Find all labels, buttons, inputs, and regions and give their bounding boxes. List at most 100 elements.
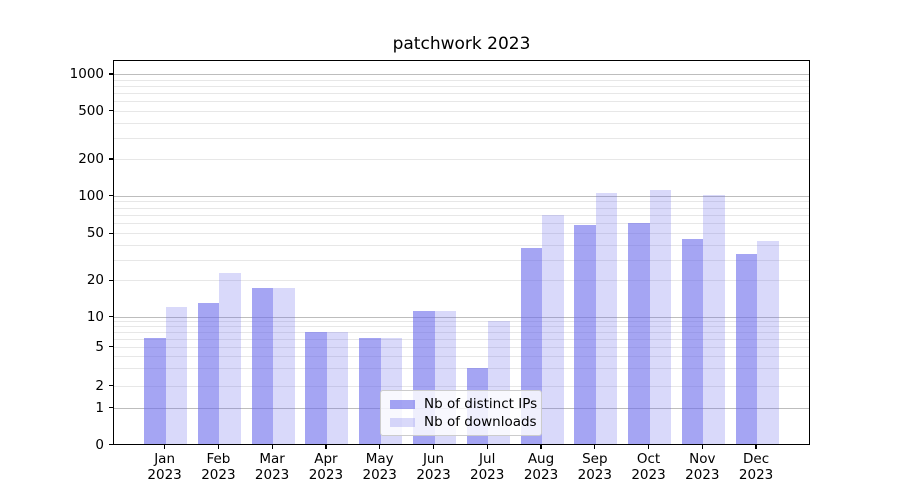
bar-distinct-ips: [681, 239, 704, 444]
gridline: [114, 368, 809, 370]
bar-downloads: [326, 331, 349, 444]
bar-downloads: [757, 240, 779, 444]
x-tick-label: Oct 2023: [631, 451, 666, 483]
y-tick-mark: [109, 346, 113, 348]
gridline: [114, 280, 809, 282]
gridline: [114, 159, 809, 160]
gridline: [114, 74, 809, 75]
x-tick-mark: [486, 444, 488, 449]
x-tick-mark: [432, 444, 435, 449]
legend-item-downloads: Nb of downloads: [390, 414, 537, 432]
bar-downloads: [649, 190, 671, 444]
y-tick-mark: [109, 406, 113, 409]
gridline: [114, 215, 809, 216]
bar-distinct-ips: [628, 222, 650, 444]
x-tick-label: Jun 2023: [416, 451, 451, 483]
gridline: [114, 356, 809, 358]
gridline: [114, 195, 809, 197]
legend-label-downloads: Nb of downloads: [424, 413, 537, 430]
x-tick-label: Feb 2023: [201, 451, 236, 483]
x-tick-label: Jul 2023: [470, 451, 505, 483]
y-tick-label: 10: [86, 308, 104, 325]
bar-distinct-ips: [197, 302, 220, 444]
x-tick-label: May 2023: [362, 451, 397, 483]
y-tick-label: 100: [78, 187, 104, 204]
y-tick-mark: [109, 384, 113, 387]
bar-distinct-ips: [359, 338, 381, 444]
legend-swatch-downloads-icon: [390, 417, 415, 427]
y-tick-mark: [109, 232, 113, 234]
bar-downloads: [273, 288, 295, 444]
x-tick-mark: [163, 444, 166, 449]
legend-label-distinct-ips: Nb of distinct IPs: [424, 396, 538, 413]
y-tick-mark: [109, 73, 113, 75]
bar-distinct-ips: [735, 254, 758, 444]
gridline: [114, 338, 809, 340]
y-tick-label: 50: [86, 225, 104, 242]
x-tick-mark: [647, 444, 650, 449]
legend-item-distinct-ips: Nb of distinct IPs: [390, 396, 537, 414]
bar-distinct-ips: [574, 224, 596, 444]
x-tick-label: Mar 2023: [254, 451, 290, 483]
y-tick-mark: [109, 443, 113, 446]
legend: Nb of distinct IPs Nb of downloads: [380, 390, 542, 436]
x-tick-mark: [540, 444, 542, 449]
x-tick-mark: [271, 444, 273, 449]
gridline: [114, 233, 809, 235]
plot-area: Nb of distinct IPs Nb of downloads: [113, 60, 810, 445]
bar-downloads: [165, 306, 188, 444]
y-tick-mark: [109, 158, 113, 160]
gridline: [114, 92, 809, 94]
gridline: [114, 316, 809, 318]
bar-downloads: [703, 195, 725, 444]
y-tick-label: 20: [86, 272, 104, 289]
gridline: [114, 207, 809, 209]
y-tick-label: 500: [78, 102, 104, 119]
y-tick-mark: [109, 110, 113, 112]
y-tick-label: 0: [95, 436, 104, 453]
gridline: [114, 79, 809, 81]
x-tick-mark: [379, 444, 381, 449]
x-tick-mark: [701, 444, 703, 449]
x-tick-mark: [325, 444, 327, 449]
y-tick-label: 2: [95, 377, 104, 394]
x-tick-label: Aug 2023: [523, 451, 559, 483]
gridline: [114, 85, 809, 87]
gridline: [114, 137, 809, 139]
y-tick-mark: [109, 195, 113, 197]
y-tick-label: 5: [95, 338, 104, 355]
y-tick-mark: [109, 316, 113, 318]
gridline: [114, 223, 809, 225]
x-tick-label: Jan 2023: [147, 451, 182, 483]
x-tick-label: Sep 2023: [577, 451, 612, 483]
bar-distinct-ips: [305, 331, 327, 444]
gridline: [114, 326, 809, 328]
bar-downloads: [542, 214, 564, 444]
gridline: [114, 244, 809, 246]
legend-swatch-distinct-ips-icon: [390, 400, 415, 410]
bar-distinct-ips: [144, 338, 166, 444]
gridline: [114, 321, 809, 323]
x-tick-mark: [217, 444, 219, 449]
bar-distinct-ips: [251, 288, 274, 444]
gridline: [114, 101, 809, 102]
gridline: [114, 332, 809, 334]
x-tick-label: Nov 2023: [685, 451, 720, 483]
gridline: [114, 346, 809, 348]
y-tick-label: 1: [95, 399, 104, 416]
y-tick-label: 1000: [69, 66, 104, 82]
bar-downloads: [595, 192, 618, 444]
y-tick-label: 200: [78, 151, 104, 167]
chart-title: patchwork 2023: [392, 34, 531, 54]
gridline: [114, 122, 809, 124]
gridline: [114, 385, 809, 387]
x-tick-mark: [594, 444, 596, 449]
bar-downloads: [219, 272, 241, 444]
y-tick-mark: [109, 279, 113, 281]
gridline: [114, 259, 809, 261]
x-tick-label: Apr 2023: [308, 451, 344, 483]
x-tick-label: Dec 2023: [738, 451, 774, 483]
gridline: [114, 201, 809, 203]
gridline: [114, 110, 809, 112]
